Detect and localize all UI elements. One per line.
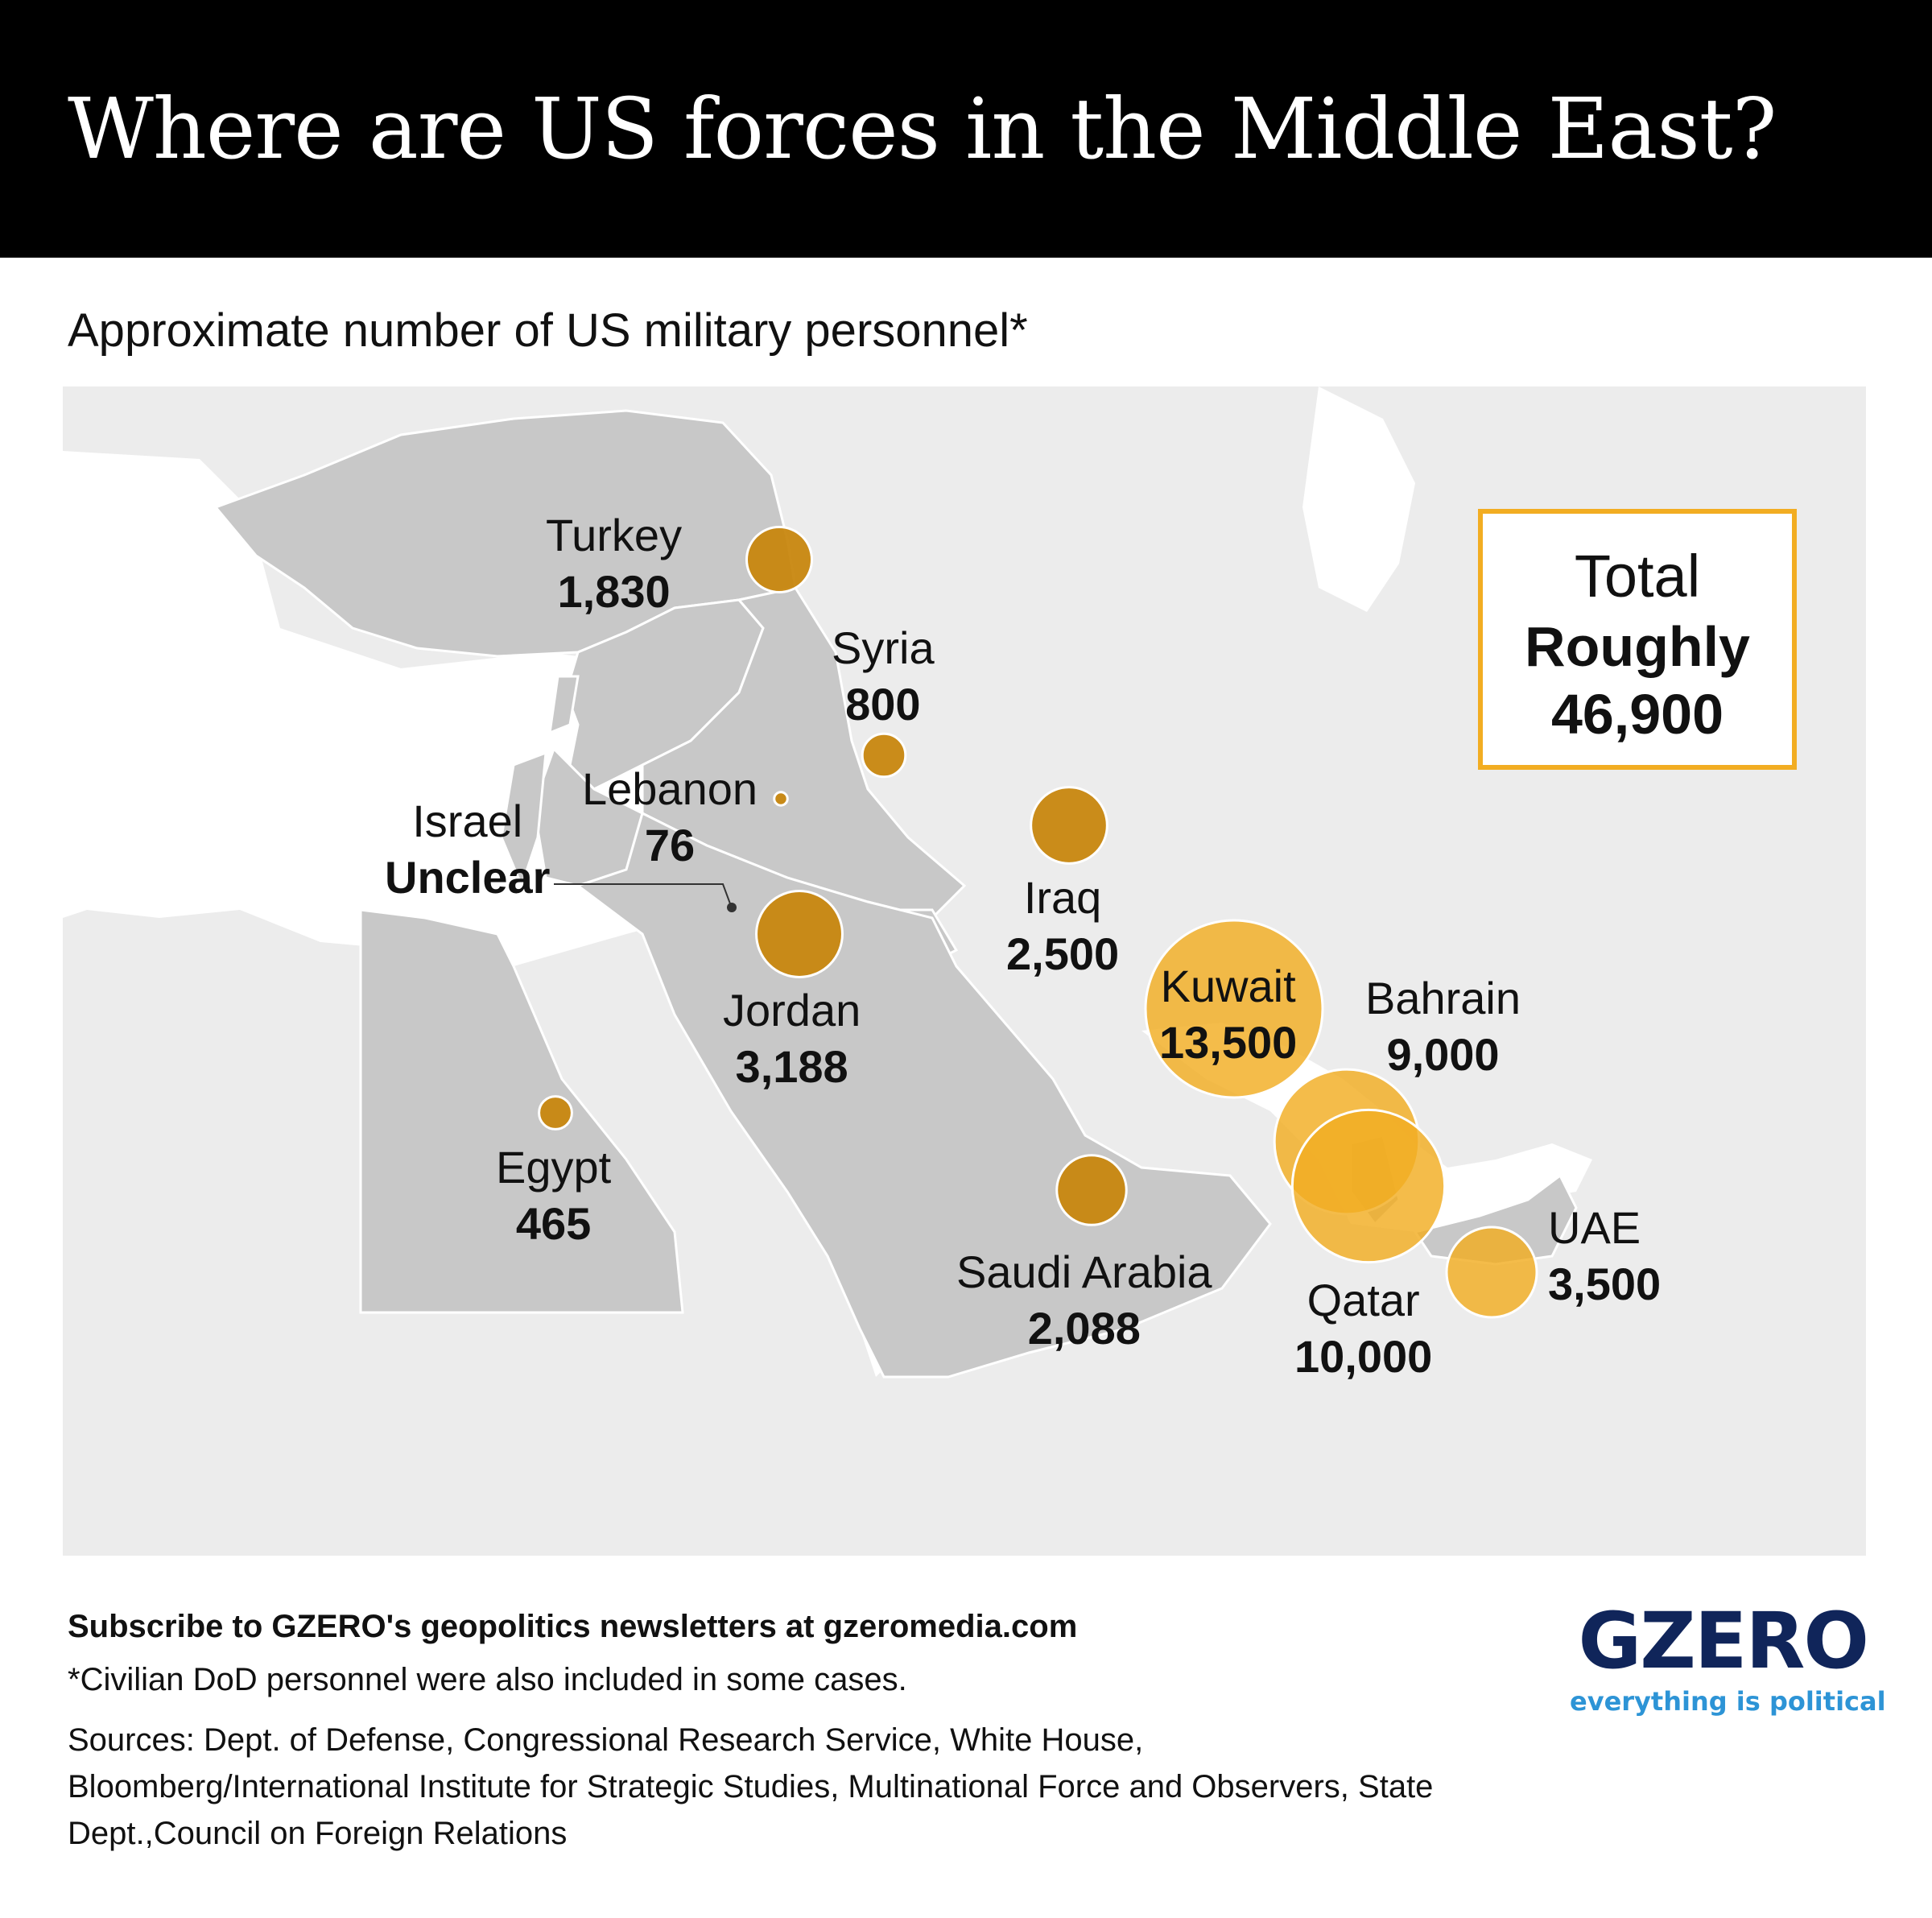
bubble-egypt (538, 1095, 573, 1131)
bubble-layer (538, 526, 1538, 1319)
map-svg (63, 386, 1592, 1379)
logo-wordmark: GZERO (1578, 1596, 1869, 1686)
bubble-turkey (745, 526, 813, 593)
label-bahrain: Bahrain 9,000 (1365, 973, 1521, 1080)
sources-text: Sources: Dept. of Defense, Congressional… (68, 1722, 1434, 1851)
page-title: Where are US forces in the Middle East? (68, 80, 1777, 178)
total-box: Total Roughly 46,900 (1478, 509, 1797, 770)
bubble-iraq (1030, 786, 1108, 865)
footnote: *Civilian DoD personnel were also includ… (68, 1662, 907, 1697)
subscribe-text: Subscribe to GZERO's geopolitics newslet… (68, 1609, 1078, 1644)
map-area: Turkey 1,830 Syria 800 Lebanon 76 Israel Unc… (63, 386, 1866, 1556)
logo-tagline: everything is political (1570, 1686, 1886, 1717)
bubble-qatar (1290, 1108, 1447, 1264)
label-uae: UAE 3,500 (1548, 1202, 1662, 1309)
bubble-jordan (755, 890, 844, 978)
gzero-logo: GZERO everything is political (1570, 1596, 1886, 1717)
label-kuwait: Kuwait 13,500 (1159, 961, 1298, 1068)
egypt-land (359, 908, 684, 1314)
label-israel: Israel Unclear (385, 796, 551, 903)
saudi-land (575, 811, 1272, 1379)
label-iraq: Iraq 2,500 (1006, 872, 1120, 979)
total-prefix: Roughly (1525, 614, 1750, 678)
label-saudi-arabia: Saudi Arabia 2,088 (956, 1246, 1212, 1354)
label-turkey: Turkey 1,830 (546, 510, 683, 617)
label-egypt: Egypt 465 (496, 1142, 612, 1249)
bubble-kuwait (1144, 919, 1324, 1099)
label-lebanon: Lebanon 76 (582, 763, 758, 870)
bubble-lebanon (773, 791, 789, 807)
total-value: 46,900 (1550, 682, 1724, 746)
label-syria: Syria 800 (832, 622, 935, 730)
israel-marker-dot (727, 903, 737, 912)
label-qatar: Qatar 10,000 (1294, 1275, 1433, 1382)
bubble-saudi-arabia (1055, 1154, 1128, 1226)
israel-land (500, 750, 547, 890)
bubble-uae (1445, 1226, 1538, 1319)
bubble-syria (861, 732, 907, 779)
label-jordan: Jordan 3,188 (723, 985, 861, 1092)
caspian-sea (1302, 386, 1415, 612)
map-subtitle: Approximate number of US military person… (68, 304, 1028, 357)
lebanon-land (548, 675, 580, 735)
header-bar: Where are US forces in the Middle East? (0, 0, 1932, 258)
israel-leader-line-2 (554, 883, 732, 907)
total-label: Total (1574, 543, 1701, 610)
